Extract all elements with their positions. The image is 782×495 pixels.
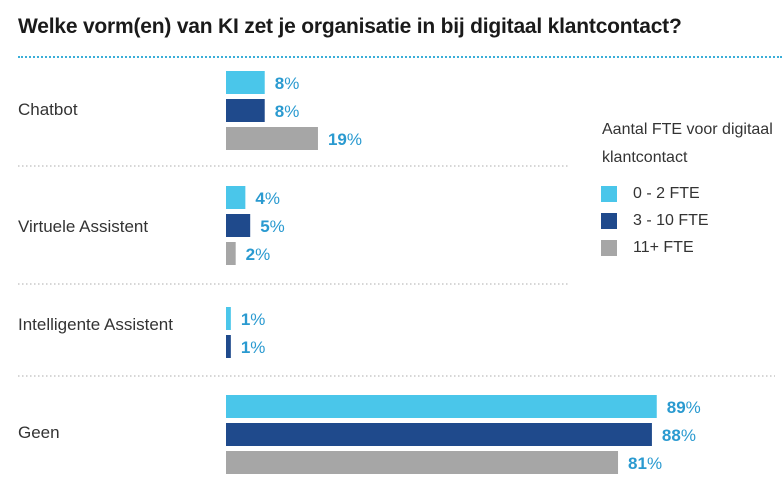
data-label: 19% (328, 130, 362, 149)
data-label: 81% (628, 454, 662, 473)
bar (226, 307, 231, 330)
legend-item: 3 - 10 FTE (601, 212, 709, 230)
bar (226, 186, 246, 209)
legend-swatch (601, 213, 617, 229)
data-label: 1% (241, 338, 266, 357)
category-label: Intelligente Assistent (18, 315, 173, 334)
category-label: Virtuele Assistent (18, 217, 148, 236)
legend-item: 11+ FTE (601, 239, 694, 257)
legend-label: 11+ FTE (633, 239, 694, 256)
title-divider (18, 56, 782, 58)
category-label: Chatbot (18, 100, 78, 119)
bar (226, 335, 231, 358)
data-label: 2% (246, 245, 271, 264)
bar (226, 395, 657, 418)
data-label: 4% (255, 189, 280, 208)
data-label: 8% (275, 102, 300, 121)
legend-label: 3 - 10 FTE (633, 212, 709, 229)
bar (226, 214, 251, 237)
legend-label: 0 - 2 FTE (633, 185, 700, 202)
bar (226, 423, 652, 446)
data-label: 1% (241, 310, 266, 329)
legend-title: Aantal FTE voor digitaal klantcontact (602, 121, 773, 166)
legend-swatch (601, 186, 617, 202)
bar (226, 242, 236, 265)
bar (226, 99, 265, 122)
bar (226, 451, 619, 474)
bar (226, 71, 265, 94)
chart-title: Welke vorm(en) van KI zet je organisatie… (18, 15, 682, 38)
legend-item: 0 - 2 FTE (601, 185, 700, 203)
data-label: 5% (260, 217, 285, 236)
data-label: 8% (275, 74, 300, 93)
legend-swatch (601, 240, 617, 256)
data-label: 88% (662, 426, 696, 445)
category-label: Geen (18, 423, 60, 442)
bar (226, 127, 318, 150)
data-label: 89% (667, 398, 701, 417)
